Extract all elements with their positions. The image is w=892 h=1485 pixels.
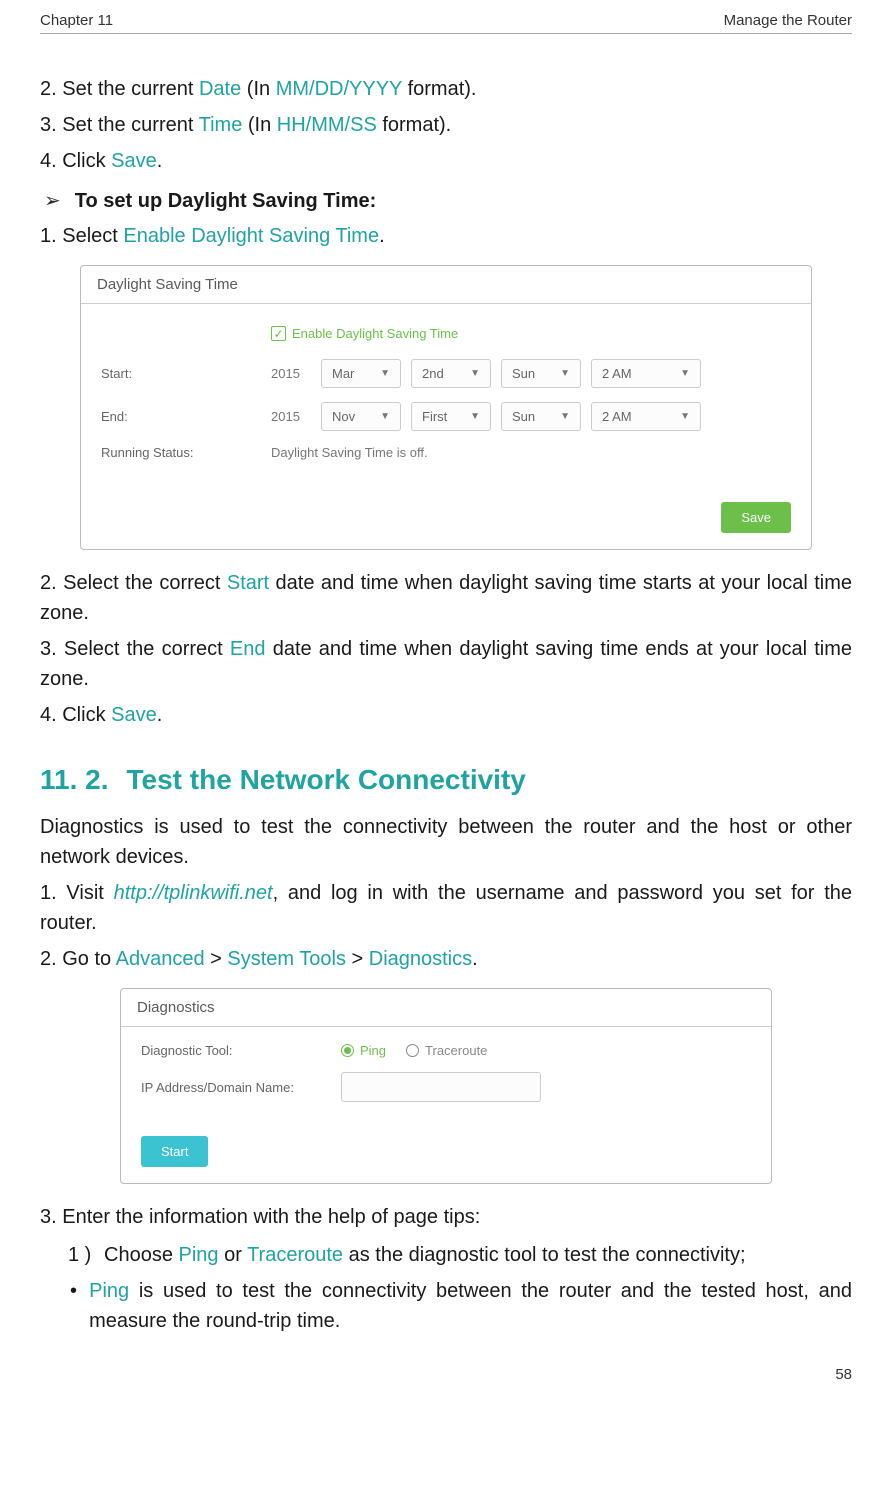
bullet-icon: •	[68, 1276, 79, 1336]
page-header: Chapter 11 Manage the Router	[40, 12, 852, 34]
checkbox-checked-icon[interactable]: ✓	[271, 326, 286, 341]
link-diagnostics: Diagnostics	[369, 948, 472, 970]
link-save: Save	[111, 150, 157, 172]
diagnostic-tool-row: Diagnostic Tool: Ping Traceroute	[141, 1043, 751, 1058]
end-month-dropdown[interactable]: Nov▼	[321, 402, 401, 431]
radio-selected-icon	[341, 1044, 354, 1057]
dst-end-row: End: 2015 Nov▼ First▼ Sun▼ 2 AM▼	[101, 402, 791, 431]
chevron-down-icon: ▼	[470, 411, 480, 422]
end-year: 2015	[271, 409, 311, 424]
start-button[interactable]: Start	[141, 1136, 208, 1167]
chevron-down-icon: ▼	[380, 411, 390, 422]
dst-step-1: 1. Select Enable Daylight Saving Time.	[40, 221, 852, 251]
link-url: http://tplinkwifi.net	[114, 882, 273, 904]
diagnostics-panel-title: Diagnostics	[121, 989, 771, 1027]
page-number: 58	[0, 1362, 892, 1383]
section-11-2-heading: 11. 2. Test the Network Connectivity	[40, 764, 852, 796]
link-advanced: Advanced	[116, 948, 205, 970]
diagnostics-intro: Diagnostics is used to test the connecti…	[40, 812, 852, 872]
link-enable-dst: Enable Daylight Saving Time	[123, 225, 379, 247]
dst-status-text: Daylight Saving Time is off.	[271, 445, 428, 460]
chevron-down-icon: ▼	[560, 368, 570, 379]
ip-domain-row: IP Address/Domain Name:	[141, 1072, 751, 1102]
diag-step-3: 3. Enter the information with the help o…	[40, 1202, 852, 1232]
start-year: 2015	[271, 366, 311, 381]
ip-address-input[interactable]	[341, 1072, 541, 1102]
figure-dst-panel: Daylight Saving Time ✓ Enable Daylight S…	[80, 265, 812, 550]
bullet-ping: • Ping is used to test the connectivity …	[68, 1276, 852, 1336]
dst-start-row: Start: 2015 Mar▼ 2nd▼ Sun▼ 2 AM▼	[101, 359, 791, 388]
step-4-save: 4. Click Save.	[40, 146, 852, 176]
chevron-down-icon: ▼	[680, 368, 690, 379]
radio-unselected-icon	[406, 1044, 419, 1057]
chevron-down-icon: ▼	[470, 368, 480, 379]
save-button[interactable]: Save	[721, 502, 791, 533]
end-day-dropdown[interactable]: Sun▼	[501, 402, 581, 431]
link-time: Time	[199, 114, 243, 136]
dst-step-2: 2. Select the correct Start date and tim…	[40, 568, 852, 628]
chevron-down-icon: ▼	[680, 411, 690, 422]
chevron-down-icon: ▼	[380, 368, 390, 379]
link-system-tools: System Tools	[227, 948, 346, 970]
link-ping: Ping	[179, 1244, 219, 1266]
link-ping-2: Ping	[89, 1280, 129, 1302]
link-start: Start	[227, 572, 269, 594]
link-save-2: Save	[111, 704, 157, 726]
end-hour-dropdown[interactable]: 2 AM▼	[591, 402, 701, 431]
diag-step-2: 2. Go to Advanced > System Tools > Diagn…	[40, 944, 852, 974]
ping-radio[interactable]: Ping	[341, 1043, 386, 1058]
diag-step-1: 1. Visit http://tplinkwifi.net, and log …	[40, 878, 852, 938]
dst-status-row: Running Status: Daylight Saving Time is …	[101, 445, 791, 460]
triangle-right-icon: ➢	[44, 188, 61, 213]
link-date-format: MM/DD/YYYY	[276, 78, 402, 100]
dst-subheading: ➢ To set up Daylight Saving Time:	[40, 188, 852, 213]
link-time-format: HH/MM/SS	[277, 114, 377, 136]
start-hour-dropdown[interactable]: 2 AM▼	[591, 359, 701, 388]
start-ordinal-dropdown[interactable]: 2nd▼	[411, 359, 491, 388]
substep-1: 1 ) Choose Ping or Traceroute as the dia…	[68, 1240, 852, 1270]
enable-dst-label: Enable Daylight Saving Time	[292, 326, 458, 341]
link-end: End	[230, 638, 266, 660]
step-3-time: 3. Set the current Time (In HH/MM/SS for…	[40, 110, 852, 140]
end-ordinal-dropdown[interactable]: First▼	[411, 402, 491, 431]
chapter-label: Chapter 11	[40, 12, 113, 29]
dst-panel-title: Daylight Saving Time	[81, 266, 811, 304]
start-month-dropdown[interactable]: Mar▼	[321, 359, 401, 388]
dst-step-4: 4. Click Save.	[40, 700, 852, 730]
link-date: Date	[199, 78, 241, 100]
dst-step-3: 3. Select the correct End date and time …	[40, 634, 852, 694]
link-traceroute: Traceroute	[247, 1244, 343, 1266]
traceroute-radio[interactable]: Traceroute	[406, 1043, 487, 1058]
header-title: Manage the Router	[724, 12, 852, 29]
start-day-dropdown[interactable]: Sun▼	[501, 359, 581, 388]
enable-dst-checkbox-row[interactable]: ✓ Enable Daylight Saving Time	[271, 326, 791, 341]
chevron-down-icon: ▼	[560, 411, 570, 422]
figure-diagnostics-panel: Diagnostics Diagnostic Tool: Ping Tracer…	[120, 988, 772, 1184]
step-2-date: 2. Set the current Date (In MM/DD/YYYY f…	[40, 74, 852, 104]
